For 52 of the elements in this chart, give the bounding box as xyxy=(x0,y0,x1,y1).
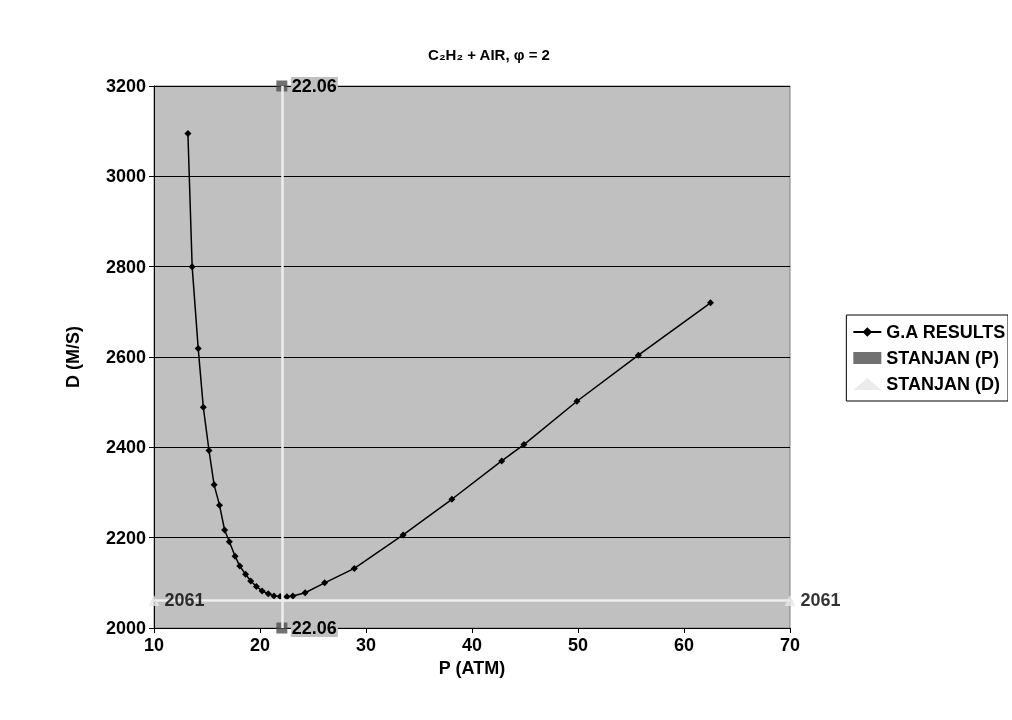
annotation: 22.06 xyxy=(291,76,337,96)
point xyxy=(399,531,407,539)
y-tick-label: 2000 xyxy=(105,618,146,638)
point xyxy=(270,592,278,600)
point xyxy=(252,582,260,590)
point xyxy=(148,594,160,606)
point xyxy=(184,129,192,137)
x-tick-label: 60 xyxy=(673,635,695,655)
annotation: 22.06 xyxy=(291,618,337,638)
x-tick-label: 10 xyxy=(143,635,165,655)
y-tick-label: 3000 xyxy=(105,166,146,187)
point xyxy=(221,526,229,534)
x-tick-label: 70 xyxy=(779,635,801,655)
point xyxy=(707,299,714,307)
y-tick-label: 2800 xyxy=(105,256,146,277)
point xyxy=(258,587,266,595)
point xyxy=(242,570,250,578)
point xyxy=(225,538,233,546)
x-tick-label: 40 xyxy=(461,635,483,655)
y-tick-label: 2600 xyxy=(105,347,146,367)
point xyxy=(231,552,239,560)
point xyxy=(199,403,207,411)
chart-title: C₂H₂ + AIR, φ = 2 xyxy=(428,46,550,63)
legend-label: STANJAN (P) xyxy=(886,348,999,368)
point xyxy=(784,594,796,606)
point xyxy=(247,577,255,585)
x-tick-label: 20 xyxy=(249,635,271,655)
point xyxy=(573,397,581,405)
point xyxy=(448,495,456,503)
legend-label: STANJAN (D) xyxy=(886,374,1000,394)
x-tick-label: 30 xyxy=(355,635,377,655)
point xyxy=(498,457,506,465)
point xyxy=(194,344,202,352)
point xyxy=(264,590,272,598)
point xyxy=(634,351,642,359)
data-label: 2061 xyxy=(164,590,205,611)
point xyxy=(210,481,218,489)
x-axis-title: P (ATM) xyxy=(438,657,506,678)
point xyxy=(216,501,224,509)
y-tick-label: 2400 xyxy=(105,437,146,458)
point xyxy=(289,592,297,600)
point xyxy=(350,564,358,572)
data-label: 2061 xyxy=(800,590,841,611)
x-tick-label: 50 xyxy=(567,635,589,655)
point xyxy=(236,562,244,570)
y-tick-label: 2200 xyxy=(105,527,146,548)
point xyxy=(188,263,196,271)
y-axis-title: D (M/S) xyxy=(63,326,83,388)
point xyxy=(301,589,309,597)
legend-label: G.A RESULTS xyxy=(886,322,1006,342)
point xyxy=(321,579,329,587)
y-tick-label: 3200 xyxy=(105,76,146,96)
